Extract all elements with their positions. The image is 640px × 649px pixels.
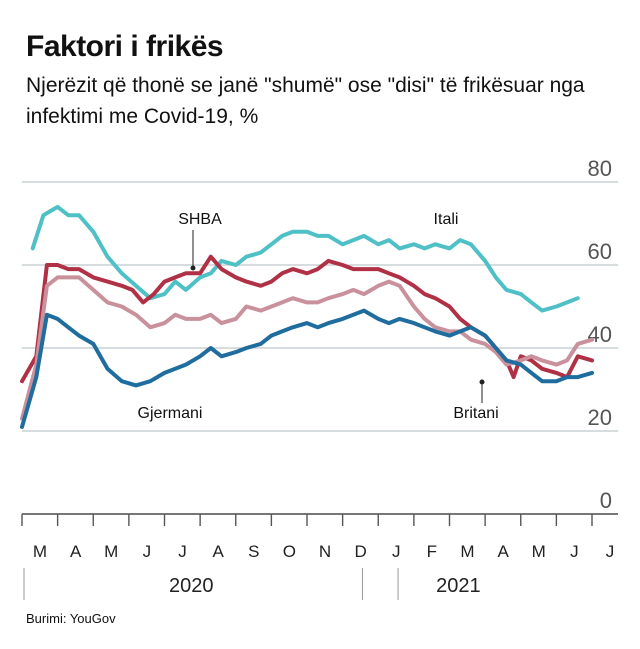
annotation-dot bbox=[190, 265, 196, 271]
x-tick-label: N bbox=[319, 542, 331, 561]
series-line-unlabelled-2 bbox=[20, 275, 594, 421]
y-tick-label: 80 bbox=[588, 156, 612, 181]
series-line-gjermani bbox=[20, 308, 594, 429]
x-tick-label: S bbox=[248, 542, 259, 561]
annotation-label: Britani bbox=[453, 405, 498, 422]
gridlines bbox=[22, 181, 618, 515]
x-tick-label: J bbox=[178, 542, 187, 561]
x-tick-label: A bbox=[497, 542, 509, 561]
x-tick-label: A bbox=[70, 542, 82, 561]
x-tick-label: M bbox=[104, 542, 118, 561]
y-tick-label: 0 bbox=[600, 488, 612, 513]
x-tick-label: J bbox=[143, 542, 152, 561]
y-tick-label: 60 bbox=[588, 239, 612, 264]
source-note: Burimi: YouGov bbox=[26, 611, 116, 626]
x-tick-label: M bbox=[33, 542, 47, 561]
x-axis: M A M J J A S O N D J F M A M J J 2020 2021 bbox=[21, 514, 615, 600]
x-tick-label: F bbox=[427, 542, 437, 561]
series-lines bbox=[20, 204, 594, 429]
annotation-dot bbox=[479, 379, 485, 385]
x-tick-label: M bbox=[460, 542, 474, 561]
annotation-label: Itali bbox=[434, 211, 459, 228]
series-line-itali bbox=[30, 204, 580, 313]
year-label: 2020 bbox=[169, 575, 214, 597]
x-tick-label: D bbox=[354, 542, 366, 561]
annotation-label: SHBA bbox=[178, 211, 222, 228]
y-tick-label: 20 bbox=[588, 405, 612, 430]
annotation-label: Gjermani bbox=[138, 405, 203, 422]
x-tick-label: J bbox=[606, 542, 615, 561]
year-label: 2021 bbox=[436, 575, 481, 597]
x-tick-label: J bbox=[392, 542, 401, 561]
annotations: SHBA Itali Gjermani Britani bbox=[138, 211, 499, 422]
x-tick-label: A bbox=[212, 542, 224, 561]
x-tick-label: O bbox=[283, 542, 296, 561]
y-tick-label: 40 bbox=[588, 322, 612, 347]
chart-subtitle: Njerëzit që thonë se janë "shumë" ose "d… bbox=[26, 74, 585, 128]
chart-title: Faktori i frikës bbox=[26, 30, 224, 63]
x-tick-label: M bbox=[532, 542, 546, 561]
x-tick-label: J bbox=[570, 542, 579, 561]
y-axis: 0 20 40 60 80 bbox=[588, 156, 612, 513]
